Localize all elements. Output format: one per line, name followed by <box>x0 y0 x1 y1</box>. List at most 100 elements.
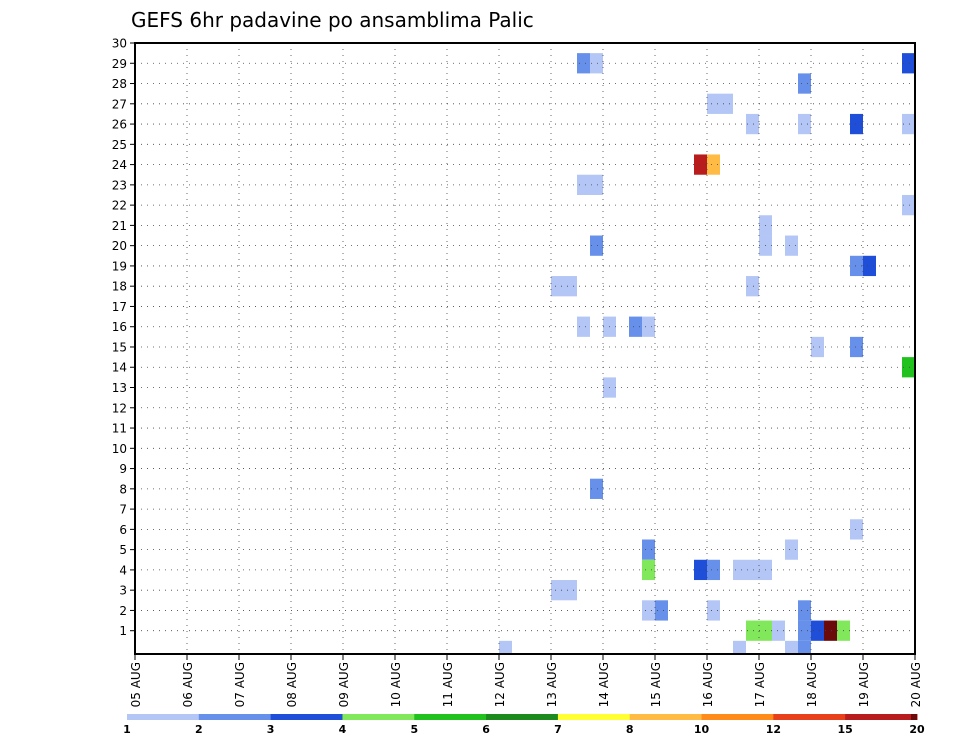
data-cell <box>798 600 811 621</box>
x-tick-label: 09 AUG <box>337 662 351 707</box>
y-tick-label: 29 <box>112 57 127 71</box>
y-tick-label: 3 <box>119 584 127 598</box>
data-cell <box>707 559 720 581</box>
y-axis: 1234567891011121314151617181920212223242… <box>112 37 135 638</box>
chart-title: GEFS 6hr padavine po ansamblima Palic <box>131 8 534 32</box>
legend-swatch <box>557 714 631 720</box>
y-tick-label: 20 <box>112 239 127 253</box>
legend-label: 8 <box>626 723 634 736</box>
y-tick-label: 11 <box>112 422 127 436</box>
x-axis: 05 AUG 06 AUG 07 AUG 08 AUG 09 AUG 10 AUG 11 A… <box>129 654 923 707</box>
legend-label: 4 <box>339 723 347 736</box>
x-tick-label: 08 AUG <box>285 662 299 707</box>
data-cell <box>733 640 746 654</box>
y-tick-label: 1 <box>119 624 127 638</box>
data-cell <box>850 336 863 358</box>
data-cell <box>811 620 824 641</box>
y-tick-label: 4 <box>119 563 127 577</box>
data-cell <box>902 113 915 135</box>
plot-frame <box>134 42 916 655</box>
y-tick-label: 26 <box>112 118 127 132</box>
y-tick-label: 8 <box>119 482 127 496</box>
data-cell <box>629 316 642 337</box>
legend-label: 10 <box>694 723 710 736</box>
data-cell <box>577 174 590 195</box>
x-tick-label: 17 AUG <box>753 662 767 707</box>
data-cell <box>746 276 759 297</box>
data-cell <box>642 600 655 621</box>
legend-label: 5 <box>410 723 418 736</box>
x-tick-label: 15 AUG <box>649 662 663 707</box>
x-tick-label: 11 AUG <box>441 662 455 707</box>
y-tick-label: 13 <box>112 381 127 395</box>
data-cell <box>694 154 707 175</box>
y-tick-label: 17 <box>112 300 127 314</box>
legend-label: 1 <box>123 723 131 736</box>
data-cell <box>577 53 590 74</box>
y-tick-label: 14 <box>112 361 127 375</box>
x-tick-label: 20 AUG <box>909 662 923 707</box>
y-tick-label: 28 <box>112 77 127 91</box>
legend-swatch <box>629 714 703 720</box>
data-cell <box>746 559 759 581</box>
legend-swatch <box>701 714 774 720</box>
legend-swatch <box>342 714 415 720</box>
legend-label: 3 <box>267 723 275 736</box>
data-cell <box>902 357 915 378</box>
data-cell <box>707 600 720 621</box>
data-cell <box>551 276 564 297</box>
data-cell <box>564 580 577 601</box>
data-cell <box>785 235 798 256</box>
data-cell <box>642 539 655 560</box>
y-tick-label: 18 <box>112 280 127 294</box>
y-tick-label: 9 <box>119 462 127 476</box>
legend-swatch <box>486 714 559 720</box>
data-cell <box>798 113 811 135</box>
x-tick-label: 10 AUG <box>389 662 403 707</box>
legend-swatch <box>127 714 200 720</box>
data-cell <box>811 336 824 358</box>
legend-swatch <box>773 714 846 720</box>
data-cell <box>551 580 564 601</box>
legend-swatch <box>270 714 343 720</box>
data-cell <box>863 255 876 277</box>
legend-label: 2 <box>195 723 203 736</box>
data-cell <box>798 640 811 654</box>
y-tick-label: 5 <box>119 543 127 557</box>
data-cell <box>707 93 720 114</box>
data-cell <box>850 255 863 277</box>
x-tick-label: 07 AUG <box>233 662 247 707</box>
y-tick-label: 19 <box>112 259 127 273</box>
data-cell <box>577 316 590 337</box>
legend-label: 7 <box>554 723 562 736</box>
legend-label: 6 <box>482 723 490 736</box>
data-cell <box>902 53 915 74</box>
x-tick-label: 05 AUG <box>129 662 143 707</box>
y-tick-label: 23 <box>112 178 127 192</box>
x-tick-label: 12 AUG <box>493 662 507 707</box>
y-tick-label: 30 <box>112 37 127 51</box>
data-cell <box>824 620 837 641</box>
x-tick-label: 14 AUG <box>597 662 611 707</box>
x-tick-label: 13 AUG <box>545 662 559 707</box>
legend-swatch <box>911 714 917 720</box>
y-tick-label: 6 <box>119 523 127 537</box>
data-cell <box>590 478 603 499</box>
data-cell <box>772 620 785 641</box>
y-tick-label: 2 <box>119 604 127 618</box>
x-tick-label: 06 AUG <box>181 662 195 707</box>
y-tick-label: 27 <box>112 97 127 111</box>
data-cell <box>733 559 746 581</box>
grid-lines <box>135 43 915 654</box>
data-cell <box>564 276 577 297</box>
data-cell <box>590 174 603 195</box>
data-cell <box>902 194 915 216</box>
data-cell <box>850 113 863 135</box>
data-cell <box>850 519 863 540</box>
y-tick-label: 12 <box>112 401 127 415</box>
legend-label: 20 <box>909 723 925 736</box>
y-tick-label: 22 <box>112 199 127 213</box>
data-cell <box>798 73 811 94</box>
data-cell <box>707 154 720 175</box>
